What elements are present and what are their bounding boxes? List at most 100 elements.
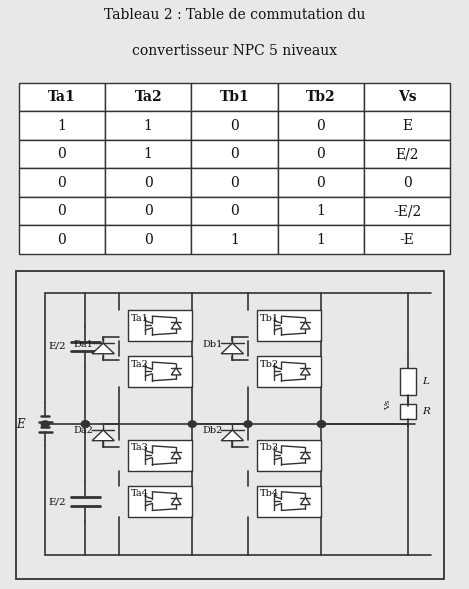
Text: 0: 0	[403, 176, 411, 190]
Text: Ta2: Ta2	[131, 360, 149, 369]
Bar	[364, 83, 450, 111]
Bar	[105, 111, 191, 140]
Bar	[105, 83, 191, 111]
Polygon shape	[301, 452, 310, 459]
Polygon shape	[171, 498, 181, 505]
Text: Ta2: Ta2	[135, 90, 162, 104]
Text: 0: 0	[58, 204, 66, 218]
Text: E/2: E/2	[48, 497, 66, 507]
Text: 1: 1	[144, 147, 152, 161]
Text: Ta1: Ta1	[48, 90, 76, 104]
Text: Tb2: Tb2	[306, 90, 336, 104]
Bar	[19, 226, 105, 254]
Bar	[191, 226, 278, 254]
Bar	[105, 168, 191, 197]
Circle shape	[81, 421, 90, 427]
Bar	[128, 356, 192, 387]
Bar	[128, 485, 192, 517]
Circle shape	[318, 421, 325, 427]
Bar	[191, 83, 278, 111]
Text: 0: 0	[230, 119, 239, 133]
Bar	[191, 168, 278, 197]
Text: 1: 1	[230, 233, 239, 247]
Bar	[278, 168, 364, 197]
Polygon shape	[171, 452, 181, 459]
Bar	[278, 83, 364, 111]
Text: 1: 1	[144, 119, 152, 133]
Text: 0: 0	[58, 233, 66, 247]
Polygon shape	[92, 430, 114, 441]
Bar	[19, 140, 105, 168]
Text: Tb4: Tb4	[260, 489, 279, 498]
Text: 0: 0	[317, 119, 325, 133]
Bar	[191, 111, 278, 140]
Text: Tb2: Tb2	[260, 360, 279, 369]
Polygon shape	[301, 498, 310, 505]
Text: 0: 0	[144, 233, 152, 247]
Bar	[257, 439, 322, 471]
Polygon shape	[92, 343, 114, 354]
Circle shape	[318, 421, 325, 427]
Bar	[364, 140, 450, 168]
Text: Ta3: Ta3	[131, 444, 149, 452]
Text: E: E	[16, 418, 25, 431]
Text: Ta4: Ta4	[131, 489, 149, 498]
Polygon shape	[301, 322, 310, 329]
Text: Vs: Vs	[398, 90, 416, 104]
Circle shape	[41, 421, 49, 427]
Polygon shape	[221, 430, 243, 441]
Bar	[364, 197, 450, 226]
Text: 0: 0	[230, 147, 239, 161]
Text: Ta1: Ta1	[131, 314, 149, 323]
Text: Tb1: Tb1	[219, 90, 250, 104]
Text: E/2: E/2	[395, 147, 419, 161]
Circle shape	[188, 421, 197, 427]
Text: 0: 0	[230, 204, 239, 218]
Text: 0: 0	[58, 176, 66, 190]
Text: -E: -E	[400, 233, 415, 247]
Text: convertisseur NPC 5 niveaux: convertisseur NPC 5 niveaux	[132, 44, 337, 58]
Text: 0: 0	[144, 176, 152, 190]
Bar	[364, 226, 450, 254]
Text: Da2: Da2	[73, 426, 93, 435]
Text: Da1: Da1	[73, 339, 93, 349]
Text: 1: 1	[317, 233, 325, 247]
Bar	[364, 168, 450, 197]
Text: Db2: Db2	[202, 426, 222, 435]
Text: 0: 0	[58, 147, 66, 161]
Bar	[105, 140, 191, 168]
Text: Tableau 2 : Table de commutation du: Tableau 2 : Table de commutation du	[104, 8, 365, 22]
Polygon shape	[171, 322, 181, 329]
Text: 0: 0	[317, 176, 325, 190]
Bar	[278, 111, 364, 140]
Text: -E/2: -E/2	[393, 204, 421, 218]
Text: Tb3: Tb3	[260, 444, 279, 452]
Text: Db1: Db1	[202, 339, 222, 349]
Text: E/2: E/2	[48, 342, 66, 351]
Bar	[105, 197, 191, 226]
Polygon shape	[221, 343, 243, 354]
Text: 0: 0	[230, 176, 239, 190]
Text: 1: 1	[58, 119, 66, 133]
Circle shape	[244, 421, 252, 427]
Text: 0: 0	[144, 204, 152, 218]
Text: 0: 0	[317, 147, 325, 161]
Text: Tb1: Tb1	[260, 314, 279, 323]
Bar	[278, 226, 364, 254]
Bar	[257, 485, 322, 517]
Bar	[278, 197, 364, 226]
Text: 1: 1	[317, 204, 325, 218]
Bar	[19, 197, 105, 226]
Bar	[191, 140, 278, 168]
Text: E: E	[402, 119, 412, 133]
Bar	[364, 111, 450, 140]
Bar	[105, 226, 191, 254]
Bar	[191, 197, 278, 226]
Bar	[257, 310, 322, 341]
Bar	[401, 404, 416, 419]
Bar	[19, 111, 105, 140]
Bar	[19, 168, 105, 197]
Polygon shape	[171, 368, 181, 375]
Text: R: R	[422, 407, 430, 416]
Bar	[257, 356, 322, 387]
